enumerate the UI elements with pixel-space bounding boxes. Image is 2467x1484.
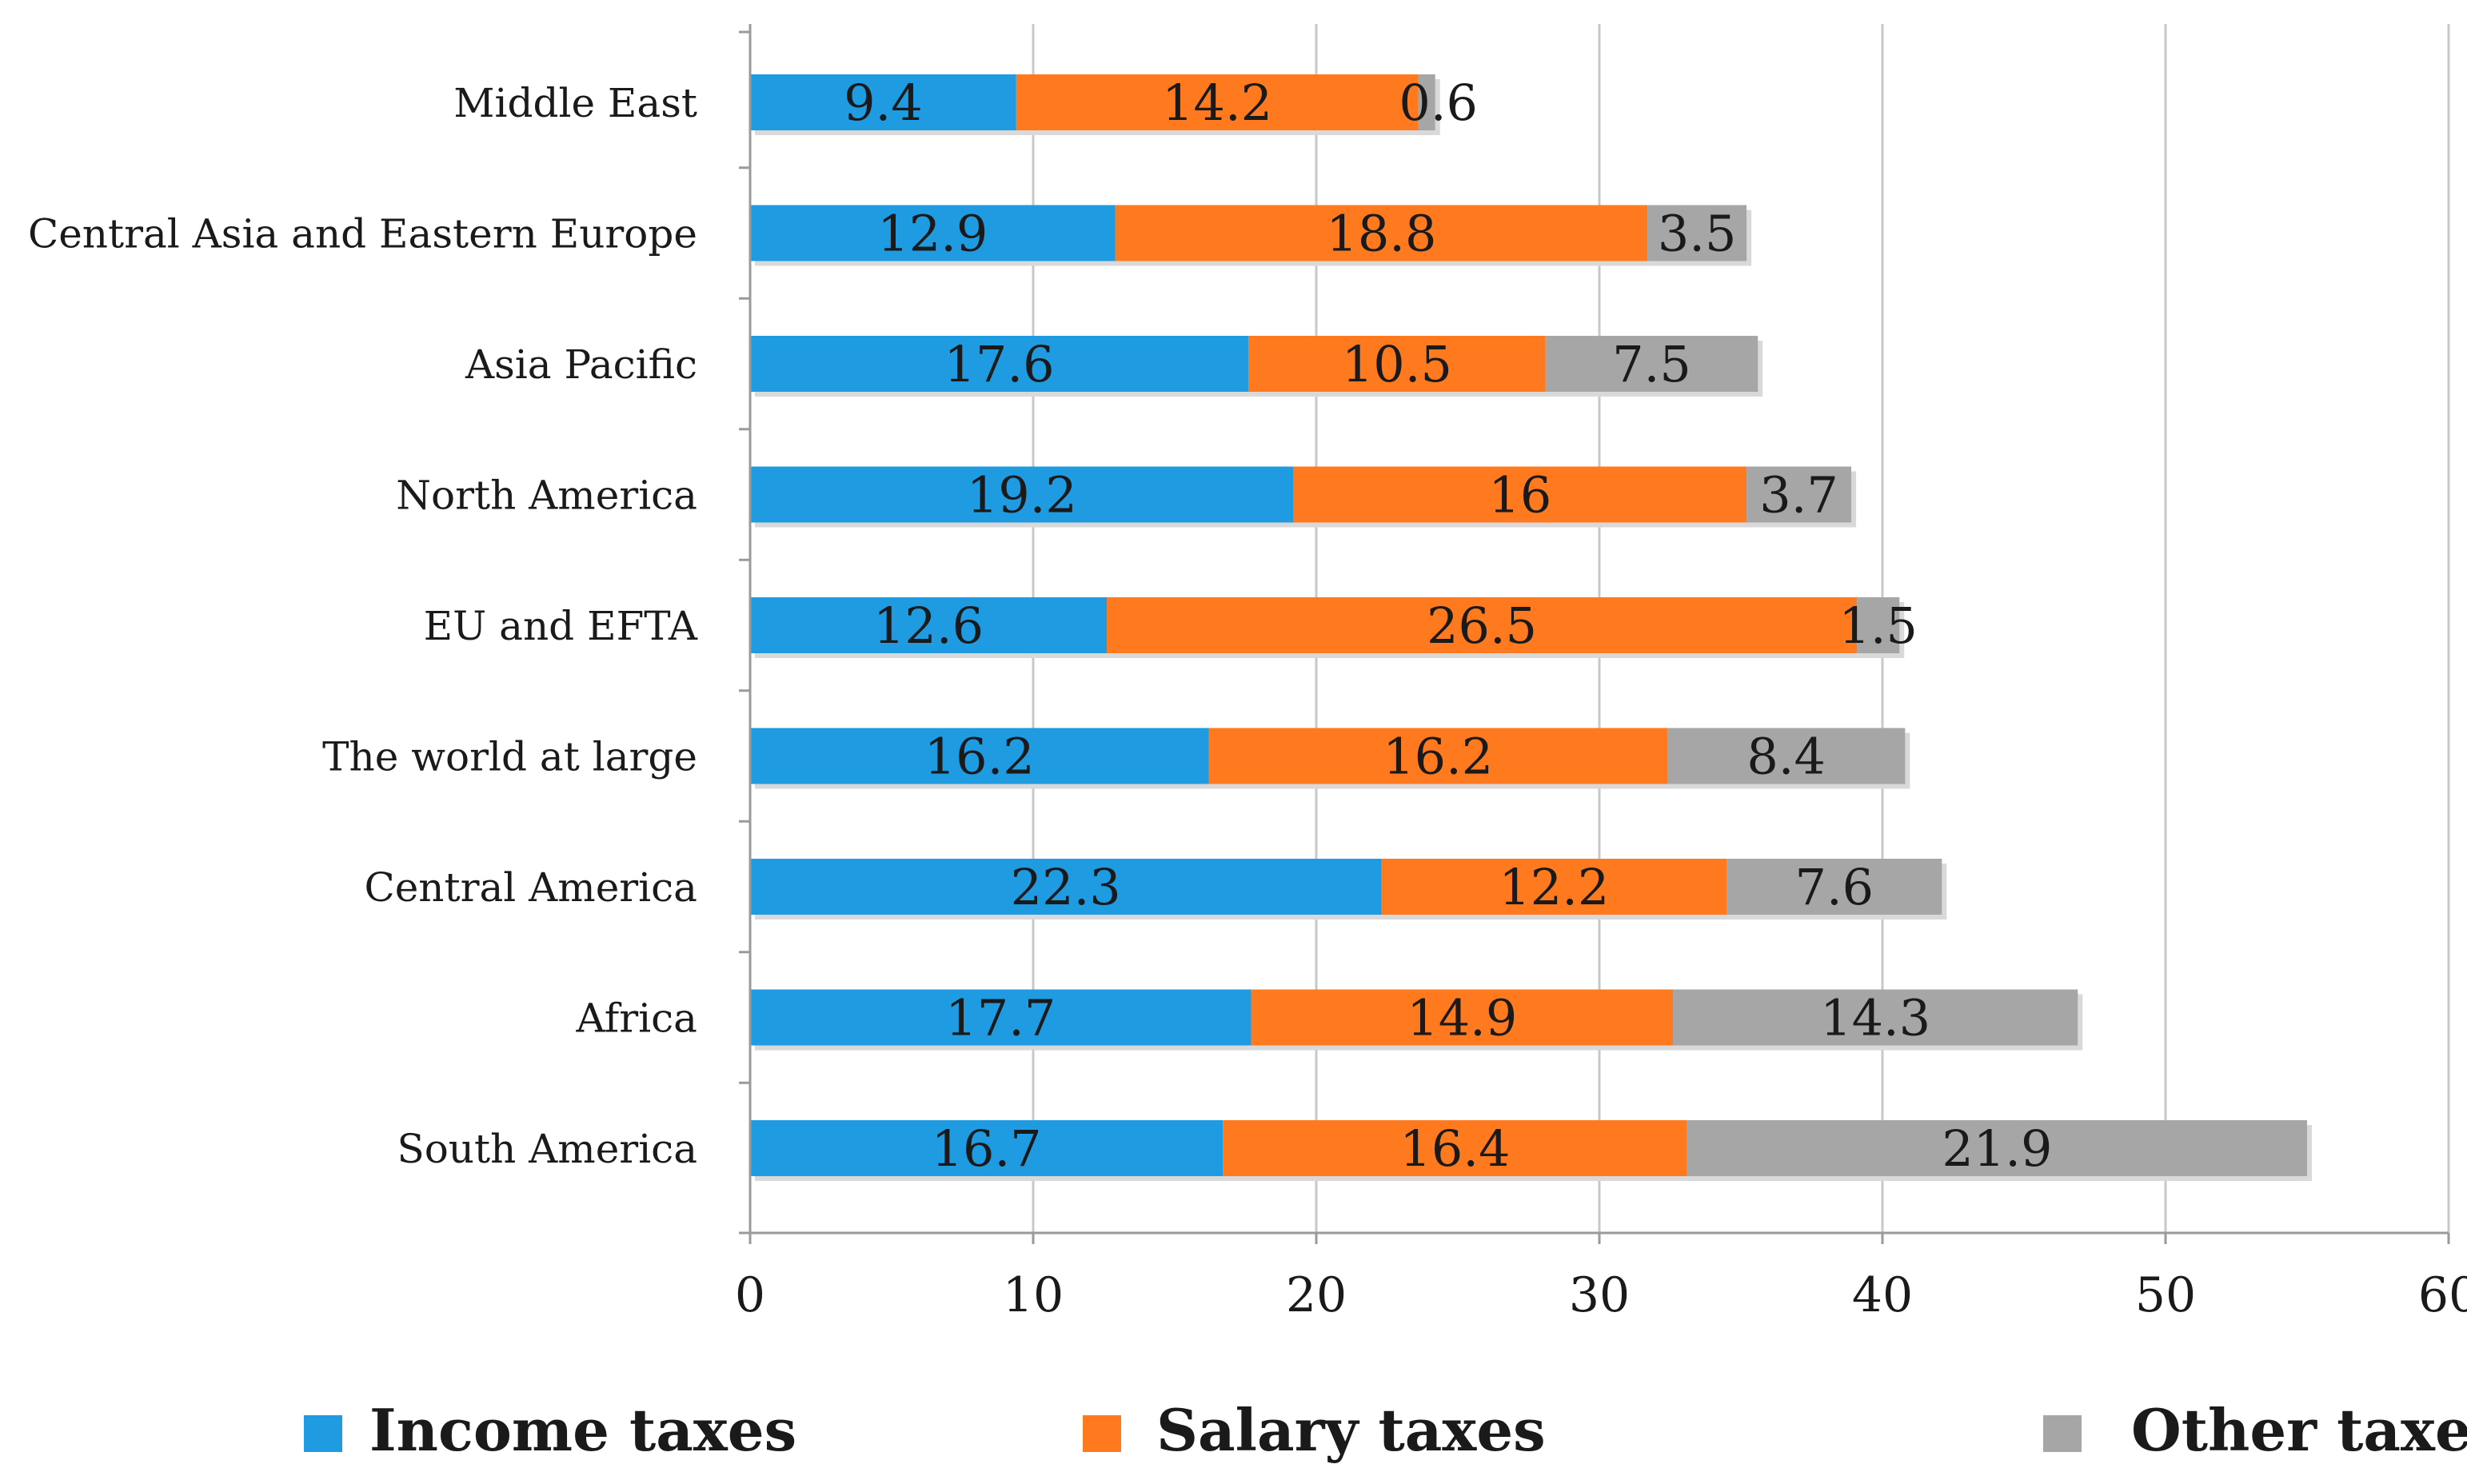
bar-segment-other-taxes [1667,728,1906,784]
data-label: 21.9 [1942,1119,2052,1178]
bar-segment-income-taxes [750,1120,1224,1176]
bar-segment-salary-taxes [1115,205,1648,261]
bar-segment-income-taxes [750,205,1116,261]
x-tick-label: 40 [1852,1267,1913,1323]
data-label: 14.2 [1162,74,1272,132]
data-label: 12.2 [1499,858,1609,916]
bar-segment-salary-taxes [1248,336,1546,392]
bars: 9.4 14.2 0.6 12.9 18.8 3.5 17.6 10.5 7.5 19.2 16 3.… [750,74,2312,1181]
x-tick-label: 50 [2135,1267,2196,1323]
bar-segment-income-taxes [750,859,1382,915]
x-tick-label: 20 [1286,1267,1347,1323]
data-label: 0.6 [1399,74,1478,132]
legend-label-income-taxes: Income taxes [369,1396,796,1464]
legend-label-other-taxes: Other taxes [2131,1396,2467,1464]
bar-segment-salary-taxes [1251,989,1674,1046]
bar-segment-other-taxes [1673,989,2078,1046]
legend-swatch-other-taxes [2043,1415,2082,1452]
data-label: 17.7 [945,989,1056,1047]
bar-segment-other-taxes [1857,597,1900,653]
data-label: 17.6 [944,335,1054,393]
data-label: 16.2 [1383,728,1493,786]
x-tick-label: 0 [735,1267,765,1323]
legend-swatch-salary-taxes [1083,1415,1121,1452]
legend: Income taxes Salary taxes Other taxes [304,1396,2467,1464]
bar-segment-income-taxes [750,989,1251,1046]
bar-segment-other-taxes [1647,205,1747,261]
data-label: 16.2 [924,728,1035,786]
legend-label-salary-taxes: Salary taxes [1156,1396,1546,1464]
data-label: 8.4 [1746,728,1826,786]
data-label: 19.2 [967,466,1077,525]
x-tick-label: 10 [1003,1267,1064,1323]
bar-segment-income-taxes [750,466,1294,523]
category-label: Middle East [453,80,697,126]
bar-segment-salary-taxes [1016,74,1419,130]
data-label: 18.8 [1326,205,1436,263]
bar-segment-salary-taxes [1293,466,1747,523]
bar-segment-income-taxes [750,74,1016,130]
category-label: Africa [576,995,697,1042]
data-label: 16 [1488,466,1551,525]
bar-segment-salary-taxes [1223,1120,1687,1176]
bar-segment-other-taxes [1746,466,1852,523]
bar-segment-income-taxes [750,597,1108,653]
category-label: The world at large [322,734,697,780]
data-label: 3.5 [1658,205,1737,263]
axes: Middle East Central Asia and Eastern Euro… [28,24,2467,1323]
bar-segment-income-taxes [750,728,1209,784]
data-label: 16.4 [1399,1119,1510,1178]
bar-segment-salary-taxes [1107,597,1858,653]
data-label: 12.9 [877,205,988,263]
data-label: 14.9 [1407,989,1517,1047]
bar-segment-salary-taxes [1208,728,1667,784]
category-label: Asia Pacific [465,341,697,388]
data-label: 26.5 [1427,596,1537,655]
data-label: 7.6 [1795,858,1874,916]
data-label: 12.6 [873,596,984,655]
x-tick-label: 30 [1569,1267,1630,1323]
data-label: 9.4 [844,74,923,132]
data-label: 3.7 [1759,466,1838,525]
bar-segment-other-taxes [1418,74,1435,130]
legend-swatch-income-taxes [304,1415,342,1452]
bar-segment-salary-taxes [1381,859,1727,915]
data-label: 7.5 [1612,335,1691,393]
category-label: Central Asia and Eastern Europe [28,211,697,257]
data-label: 22.3 [1011,858,1121,916]
data-label: 1.5 [1838,596,1918,655]
category-label: South America [397,1126,697,1172]
bar-segment-other-taxes [1687,1120,2307,1176]
category-label: Central America [364,864,697,911]
bar-segment-other-taxes [1727,859,1942,915]
data-label: 10.5 [1342,335,1452,393]
bar-segment-income-taxes [750,336,1249,392]
bar-segment-other-taxes [1545,336,1758,392]
data-label: 16.7 [932,1119,1042,1178]
category-label: North America [396,473,697,519]
x-tick-label: 60 [2418,1267,2467,1323]
data-label: 14.3 [1820,989,1930,1047]
category-label: EU and EFTA [424,603,698,649]
